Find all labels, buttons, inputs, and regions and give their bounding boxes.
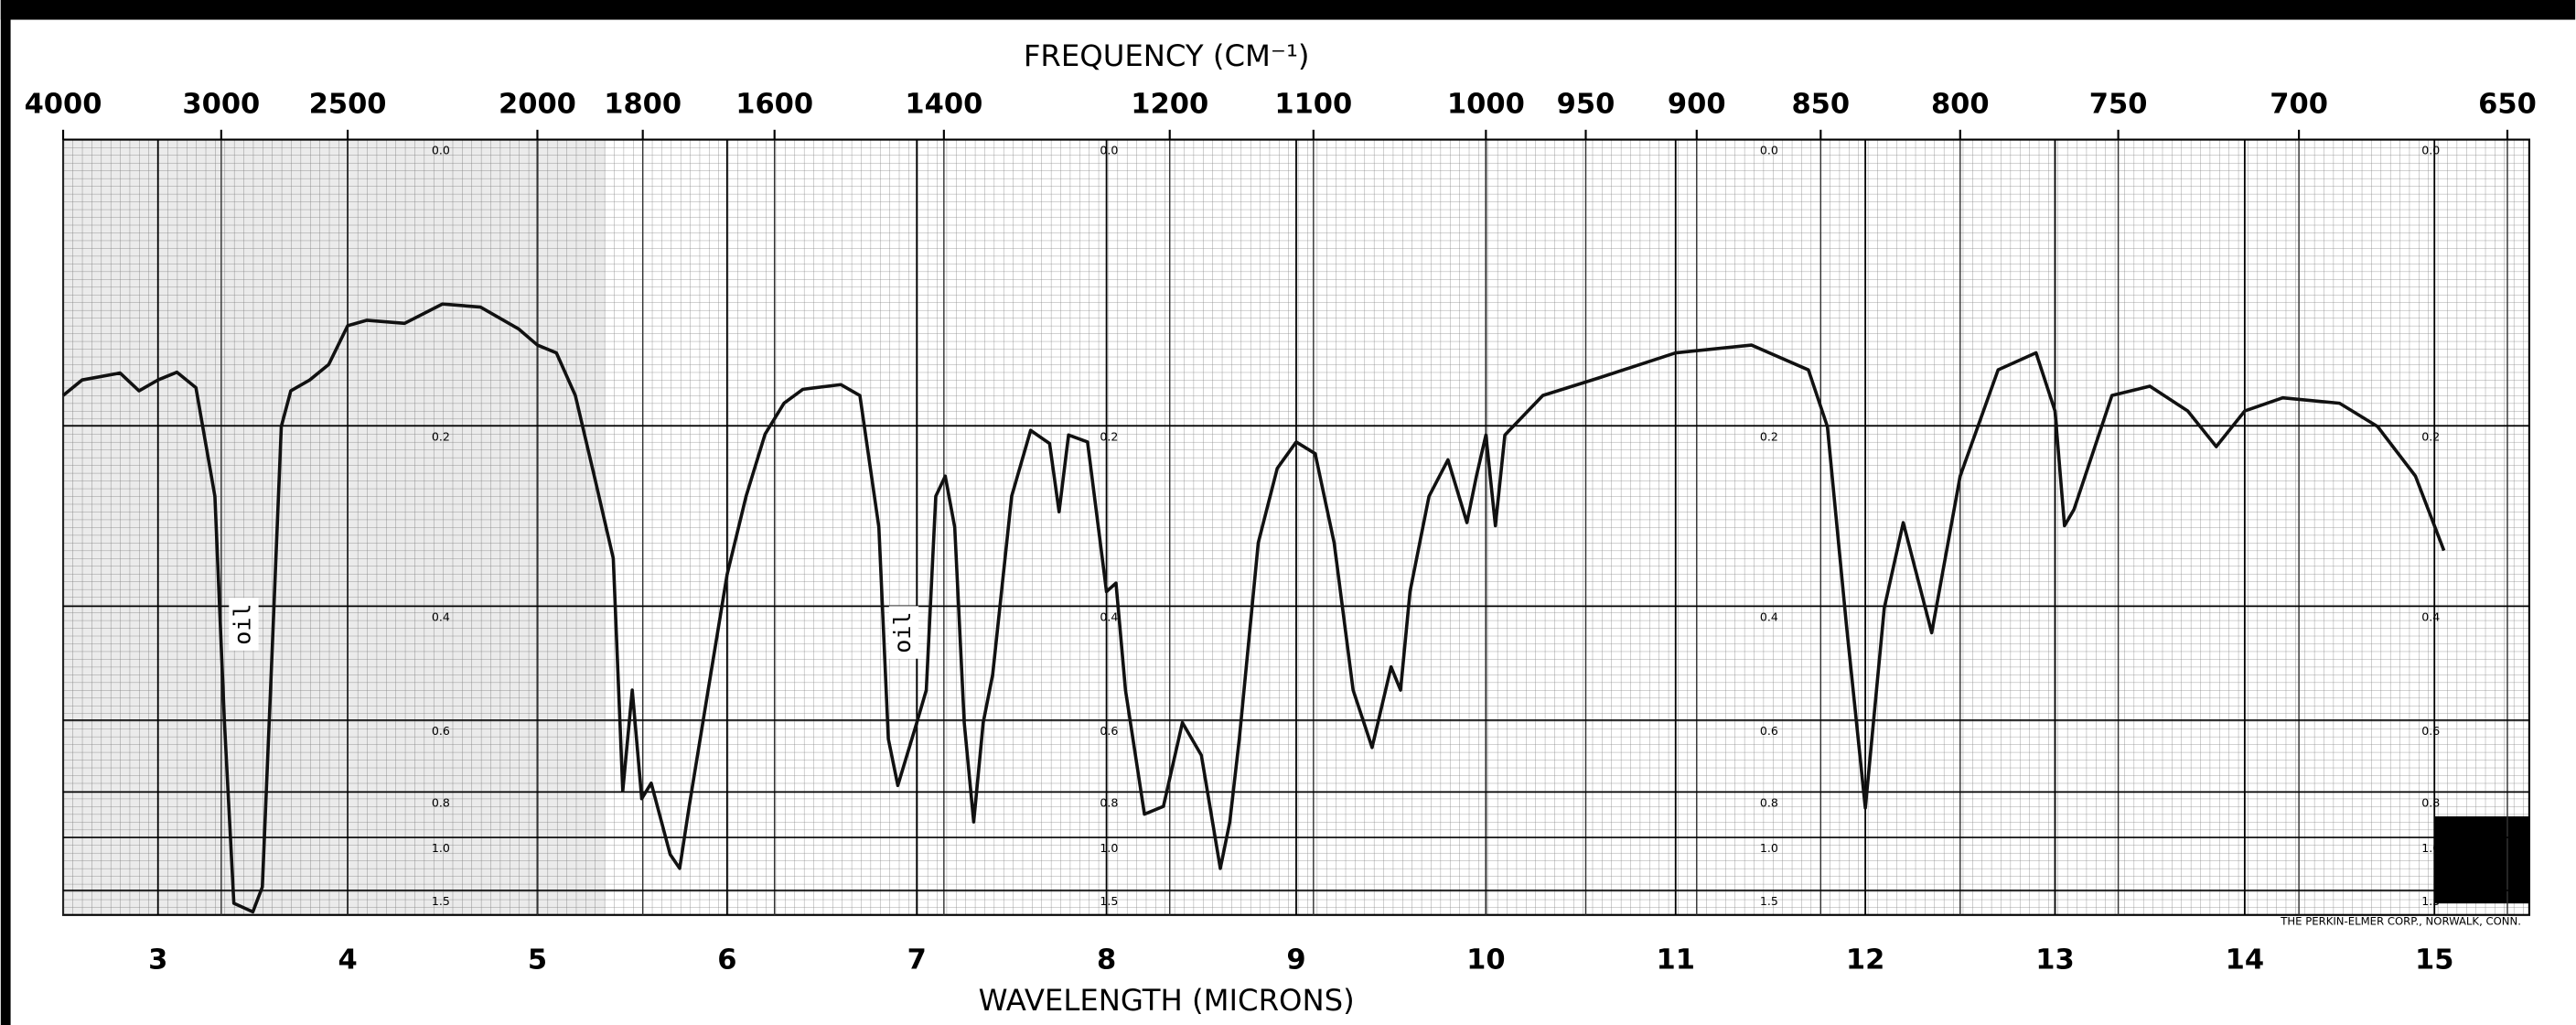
y-tick-label: 0.2	[2421, 429, 2440, 443]
y-tick-label: 0.0	[432, 144, 450, 157]
dense-grid-shade	[63, 139, 606, 915]
x-tick-label: 5	[528, 944, 547, 976]
x2-tick-label: 1200	[1131, 88, 1208, 120]
x2-tick-label: 1100	[1274, 88, 1352, 120]
y-tick-label: 0.4	[432, 610, 450, 624]
x2-tick-label: 1800	[604, 88, 682, 120]
y-tick-label: 0.0	[1100, 144, 1118, 157]
y-tick-label: 0.8	[2421, 796, 2440, 810]
y-tick-label: 0.6	[1760, 724, 1778, 738]
x2-tick-label: 750	[2089, 88, 2148, 120]
x-tick-label: 11	[1657, 944, 1695, 976]
y-tick-label: 1.5	[1760, 894, 1778, 908]
x2-tick-label: 650	[2478, 88, 2537, 120]
y-tick-label: 0.2	[432, 429, 450, 443]
y-tick-label: 0.4	[1100, 610, 1118, 624]
spectrum-line	[61, 302, 2446, 914]
y-tick-label: 0.6	[1100, 724, 1118, 738]
annotation-box	[229, 598, 259, 651]
y-tick-label: 1.0	[1760, 841, 1778, 855]
x-tick-label: 6	[717, 944, 736, 976]
x-tick-label: 10	[1466, 944, 1505, 976]
x2-tick-label: 4000	[25, 88, 102, 120]
x2-tick-label: 2500	[309, 88, 387, 120]
x-tick-label: 4	[338, 944, 357, 976]
y-tick-label: 0.6	[2421, 724, 2440, 738]
footer: THE PERKIN-ELMER CORP., NORWALK, CONN.	[2280, 914, 2521, 927]
annotation: oil	[889, 611, 916, 653]
y-tick-label: 0.8	[1100, 796, 1118, 810]
x-tick-label: 7	[907, 944, 927, 976]
annotation-box	[888, 606, 919, 659]
x2-tick-label: 2000	[499, 88, 576, 120]
y-tick-label: 0.0	[2421, 144, 2440, 157]
x-tick-label: 13	[2035, 944, 2074, 976]
y-tick-label: 0.8	[1760, 796, 1778, 810]
x2-tick-label: 1000	[1447, 88, 1525, 120]
y-tick-label: 1.0	[432, 841, 450, 855]
x2-tick-label: 1400	[905, 88, 982, 120]
x-tick-label: 15	[2415, 944, 2453, 976]
y-tick-label: 0.4	[2421, 610, 2440, 624]
y-tick-label: 0.6	[432, 724, 450, 738]
x2-axis-title: FREQUENCY (CM⁻¹)	[1024, 38, 1310, 73]
x-tick-label: 3	[148, 944, 167, 976]
y-tick-label: 0.2	[1760, 429, 1778, 443]
frame-top	[0, 0, 2576, 20]
x2-tick-label: 3000	[182, 88, 260, 120]
y-tick-label: 1.0	[2421, 841, 2440, 855]
y-tick-label: 1.5	[432, 894, 450, 908]
y-tick-label: 1.5	[1100, 894, 1118, 908]
x2-tick-label: 800	[1931, 88, 1990, 120]
y-tick-label: 0.0	[1760, 144, 1778, 157]
x-tick-label: 12	[1846, 944, 1884, 976]
x2-tick-label: 900	[1668, 88, 1726, 120]
x2-tick-label: 950	[1557, 88, 1615, 120]
y-tick-label: 0.2	[1100, 429, 1118, 443]
x2-tick-label: 850	[1791, 88, 1850, 120]
y-tick-label: 0.8	[432, 796, 450, 810]
x-tick-label: 8	[1097, 944, 1116, 976]
black-block	[2433, 816, 2529, 904]
x-tick-label: 9	[1286, 944, 1305, 976]
frame-left	[0, 0, 11, 1025]
x-tick-label: 14	[2226, 944, 2264, 976]
annotation: oil	[229, 603, 255, 644]
x-axis-title: WAVELENGTH (MICRONS)	[979, 983, 1355, 1018]
y-tick-label: 1.0	[1100, 841, 1118, 855]
y-tick-label: 1.5	[2421, 894, 2440, 908]
x2-tick-label: 1600	[735, 88, 813, 120]
y-tick-label: 0.4	[1760, 610, 1778, 624]
x2-tick-label: 700	[2270, 88, 2328, 120]
